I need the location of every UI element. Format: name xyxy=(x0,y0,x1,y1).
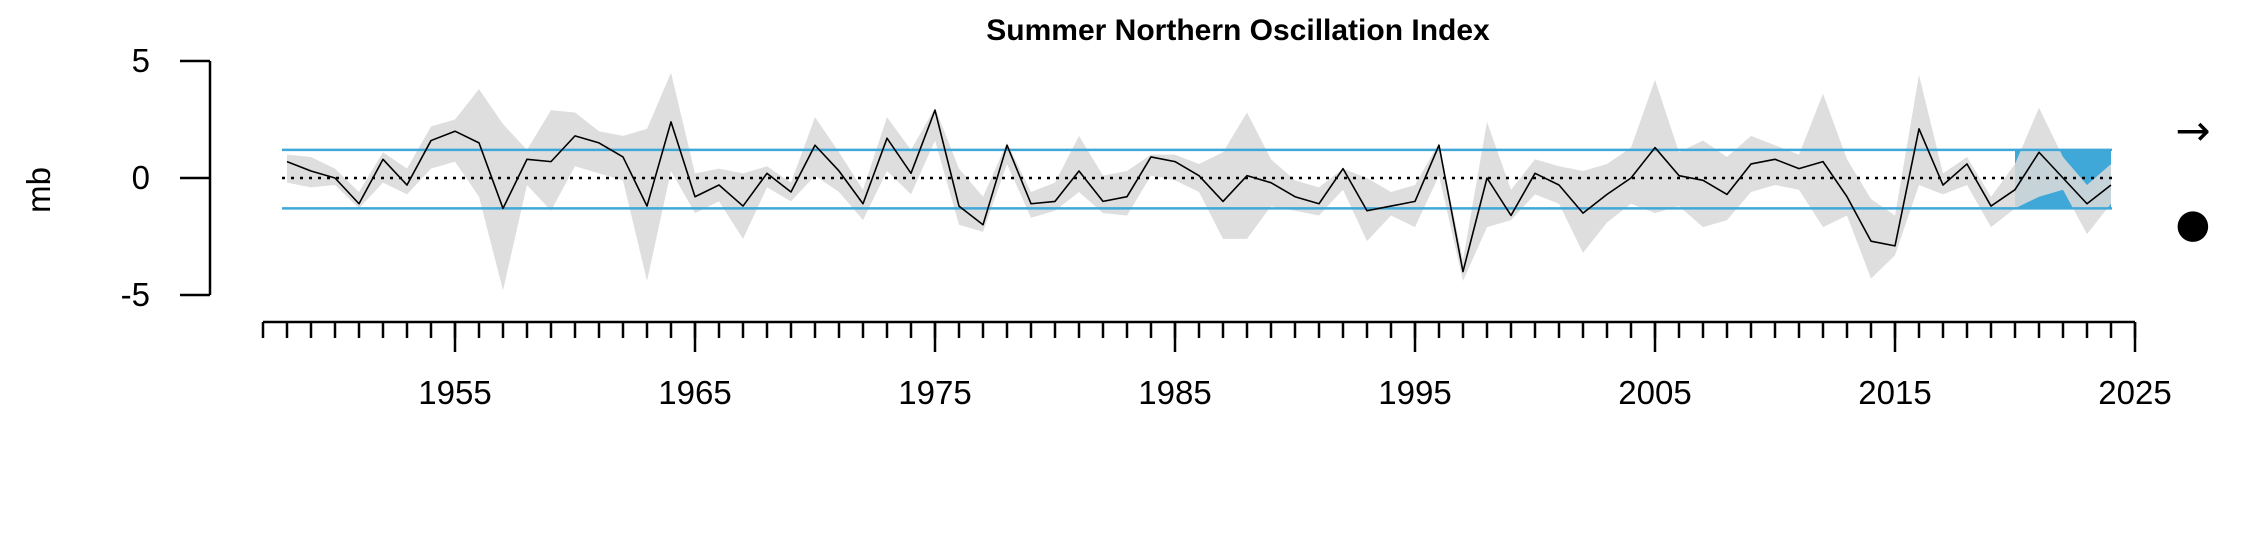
y-tick-label: -5 xyxy=(121,276,150,313)
status-dot-icon: ● xyxy=(2176,201,2211,247)
y-axis-label: mb xyxy=(20,167,57,213)
trend-arrow-icon: → xyxy=(2175,106,2210,155)
series-line xyxy=(286,109,2112,273)
x-tick-label: 1955 xyxy=(418,374,491,411)
uncertainty-band xyxy=(287,72,2111,291)
x-tick-label: 2005 xyxy=(1618,374,1691,411)
x-tick-label: 1975 xyxy=(898,374,971,411)
x-tick-label: 1995 xyxy=(1378,374,1451,411)
plot-area: -5 0 5 1955 1965 1975 1985 1995 2005 2015 2025 → ● xyxy=(121,42,2211,411)
y-tick-label: 5 xyxy=(132,42,150,79)
x-tick-label: 1985 xyxy=(1138,374,1211,411)
x-tick-label: 1965 xyxy=(658,374,731,411)
y-tick-label: 0 xyxy=(132,159,150,196)
x-tick-label: 2015 xyxy=(1858,374,1931,411)
chart-title: Summer Northern Oscillation Index xyxy=(986,14,1490,47)
x-tick-label: 2025 xyxy=(2098,374,2171,411)
